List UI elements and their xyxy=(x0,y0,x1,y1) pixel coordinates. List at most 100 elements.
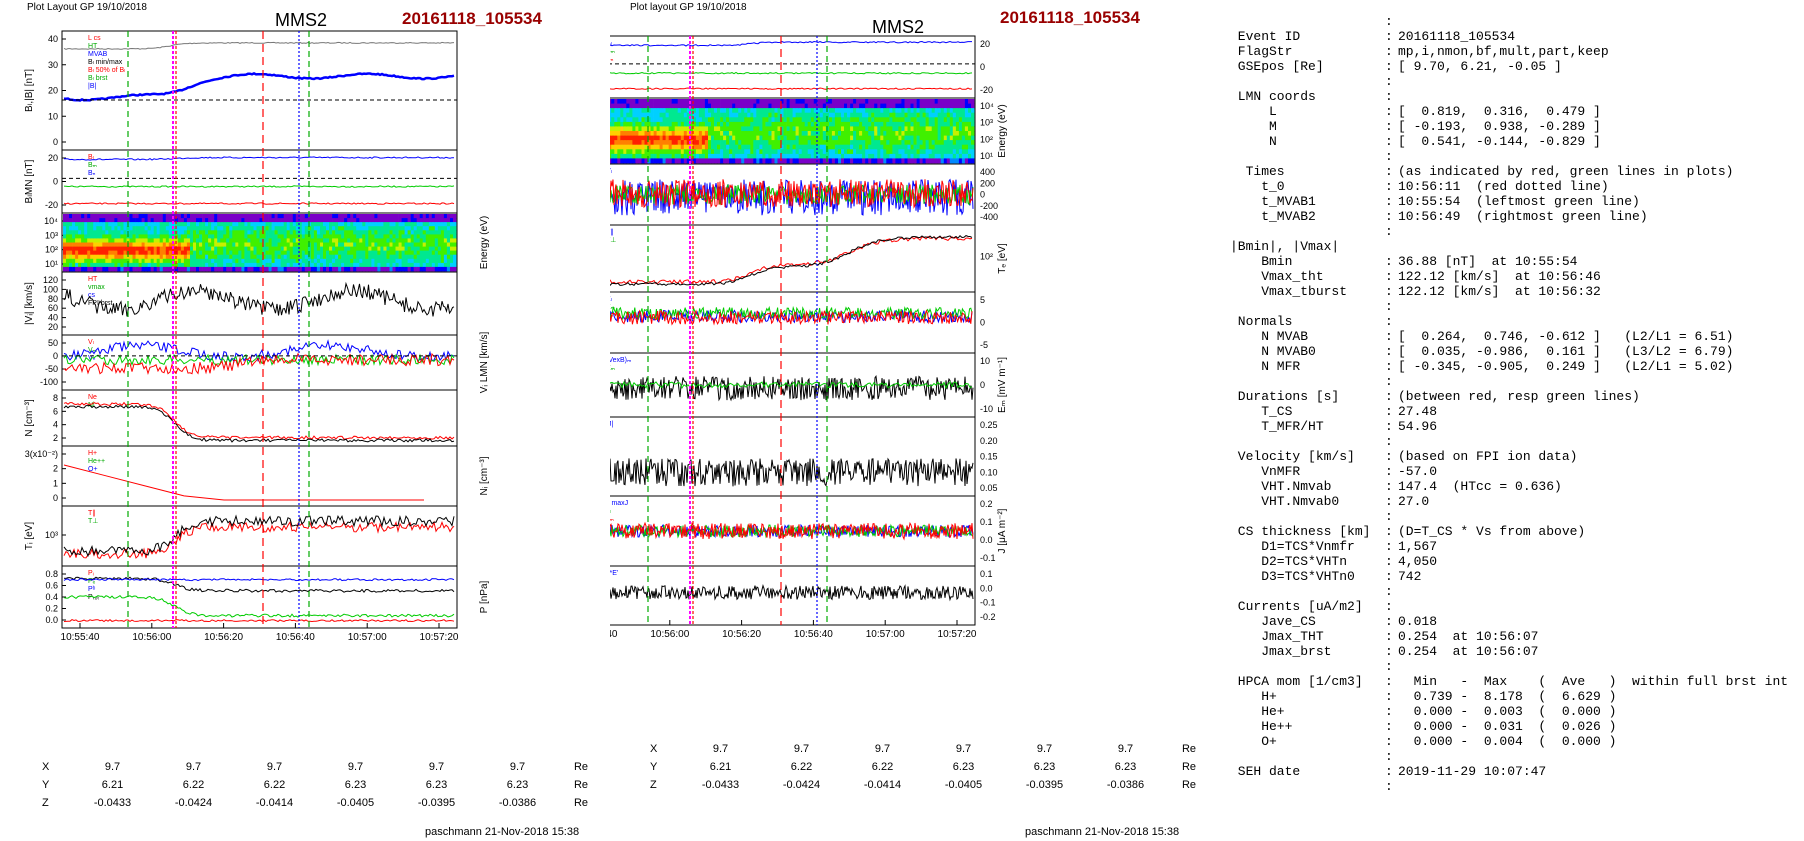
spectrogram-cell xyxy=(226,234,230,239)
spectrogram-cell xyxy=(626,99,630,104)
spectrogram-cell xyxy=(359,242,363,247)
spectrogram-cell xyxy=(677,153,682,159)
spectrogram-cell xyxy=(853,131,857,136)
spectrogram-cell xyxy=(720,121,724,127)
spectrogram-cell xyxy=(316,218,321,223)
spectrogram-cell xyxy=(440,250,445,256)
info-value: [ 0.819, 0.316, 0.479 ] xyxy=(1398,104,1601,119)
spectrogram-cell xyxy=(428,218,433,223)
spectrogram-cell xyxy=(307,218,312,223)
left-legend-entry: Ne xyxy=(88,394,97,401)
spectrogram-cell xyxy=(689,144,694,150)
spectrogram-cell xyxy=(819,112,824,118)
spectrogram-cell xyxy=(156,258,161,264)
spectrogram-cell xyxy=(961,121,966,127)
spectrogram-cell xyxy=(647,103,651,109)
spectrogram-cell xyxy=(874,108,878,114)
spectrogram-cell xyxy=(816,126,821,132)
spectrogram-cell xyxy=(968,131,972,136)
spectrogram-cell xyxy=(253,230,257,235)
spectrogram-cell xyxy=(359,250,363,256)
spectrogram-cell xyxy=(762,144,766,150)
spectrogram-cell xyxy=(949,153,954,159)
spectrogram-cell xyxy=(931,126,936,132)
spectrogram-cell xyxy=(922,99,926,104)
spectrogram-cell xyxy=(329,218,333,223)
info-key: Vmax_tburst xyxy=(1230,284,1348,299)
spectrogram-cell xyxy=(971,135,975,141)
spectrogram-cell xyxy=(943,131,948,136)
spectrogram-cell xyxy=(383,258,387,264)
spectrogram-cell xyxy=(202,230,206,235)
spectrogram-cell xyxy=(190,234,194,239)
spectrogram-cell xyxy=(862,131,866,136)
left-y-tick-label: 40 xyxy=(48,313,58,323)
spectrogram-cell xyxy=(368,238,372,243)
spectrogram-cell xyxy=(922,121,926,127)
spectrogram-cell xyxy=(338,238,342,243)
spectrogram-cell xyxy=(865,99,869,104)
spectrogram-cell xyxy=(940,131,945,136)
spectrogram-cell xyxy=(686,158,691,164)
spectrogram-cell xyxy=(380,218,384,223)
spectrogram-cell xyxy=(274,222,278,227)
spectrogram-cell xyxy=(626,126,630,132)
spectrogram-cell xyxy=(69,214,73,219)
spectrogram-cell xyxy=(138,266,142,272)
info-colon: : xyxy=(1385,389,1393,404)
spectrogram-cell xyxy=(641,144,645,150)
spectrogram-cell xyxy=(304,222,309,227)
spectrogram-cell xyxy=(653,135,657,141)
spectrogram-cell xyxy=(744,103,748,109)
spectrogram-cell xyxy=(280,218,285,223)
spectrogram-cell xyxy=(416,250,421,256)
spectrogram-cell xyxy=(674,140,679,146)
spectrogram-cell xyxy=(114,234,118,239)
spectrogram-cell xyxy=(232,242,236,247)
spectrogram-cell xyxy=(63,238,67,243)
spectrogram-cell xyxy=(241,254,245,260)
spectrogram-cell xyxy=(66,258,70,264)
spectrogram-cell xyxy=(362,226,366,231)
spectrogram-cell xyxy=(431,262,436,268)
spectrogram-cell xyxy=(229,218,233,223)
spectrogram-cell xyxy=(708,158,712,164)
spectrogram-cell xyxy=(123,246,127,252)
spectrogram-cell xyxy=(292,250,297,256)
spectrogram-cell xyxy=(434,250,439,256)
spectrogram-cell xyxy=(162,254,167,260)
spectrogram-cell xyxy=(747,117,751,123)
spectrogram-cell xyxy=(674,135,679,141)
spectrogram-cell xyxy=(798,108,803,114)
spectrogram-cell xyxy=(350,258,354,264)
right-legend-entry: T⊥ xyxy=(610,237,616,244)
spectrogram-cell xyxy=(898,135,902,141)
spectrogram-cell xyxy=(822,153,827,159)
info-key: Times xyxy=(1230,164,1285,179)
coord-value: 9.7 xyxy=(185,761,202,773)
spectrogram-cell xyxy=(895,126,899,132)
spectrogram-cell xyxy=(898,158,902,164)
spectrogram-cell xyxy=(217,258,221,264)
coord-value: 6.22 xyxy=(182,779,205,791)
spectrogram-cell xyxy=(635,140,639,146)
spectrogram-cell xyxy=(335,242,339,247)
spectrogram-cell xyxy=(310,218,315,223)
spectrogram-cell xyxy=(774,108,778,114)
info-row: Jmax_brst:0.254 at 10:56:07 xyxy=(1230,644,1800,659)
spectrogram-cell xyxy=(838,99,842,104)
spectrogram-cell xyxy=(659,153,663,159)
coord-axis-label: Y xyxy=(42,779,50,791)
spectrogram-cell xyxy=(413,238,418,243)
spectrogram-cell xyxy=(844,121,848,127)
spectrogram-cell xyxy=(623,153,627,159)
spectrogram-cell xyxy=(120,238,124,243)
spectrogram-cell xyxy=(883,158,887,164)
spectrogram-cell xyxy=(389,238,393,243)
spectrogram-cell xyxy=(907,158,911,164)
spectrogram-cell xyxy=(877,144,881,150)
spectrogram-cell xyxy=(671,158,676,164)
spectrogram-cell xyxy=(217,222,221,227)
spectrogram-cell xyxy=(952,135,957,141)
